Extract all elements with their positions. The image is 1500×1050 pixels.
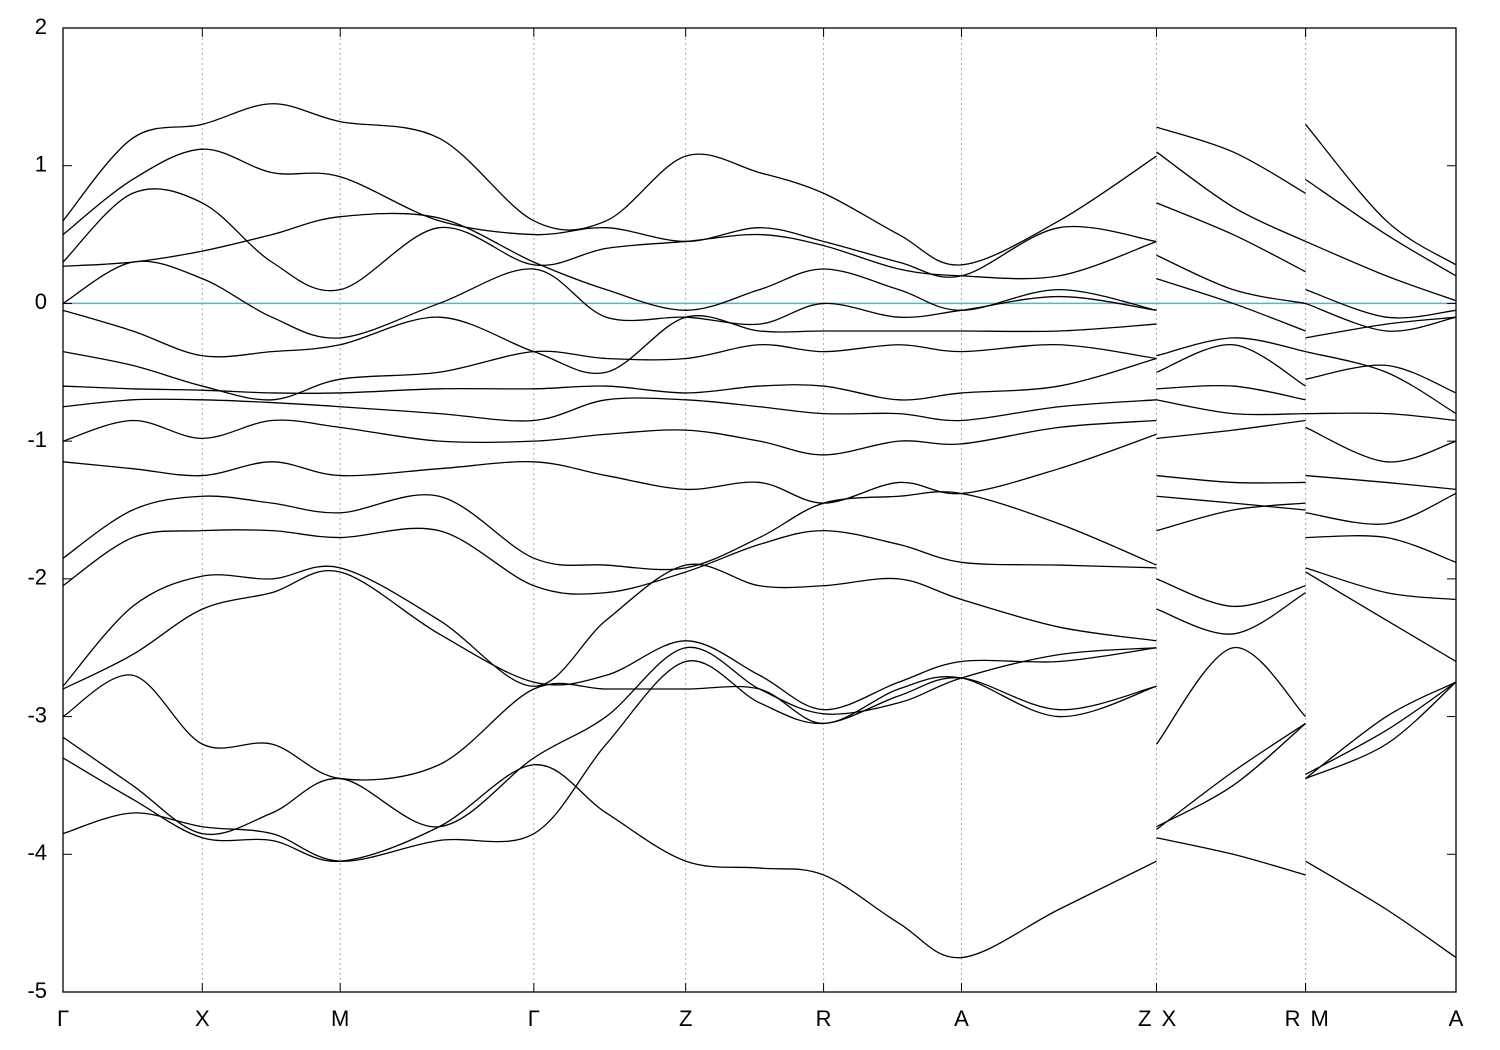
band-line: [1305, 316, 1456, 339]
band-line: [1305, 426, 1456, 463]
band-line: [1156, 502, 1306, 532]
x-tick-label: X: [1162, 1006, 1177, 1031]
band-line: [1305, 681, 1456, 780]
band-line: [63, 527, 1157, 595]
band-line: [63, 357, 1157, 401]
x-tick-label: Γ: [528, 1006, 540, 1031]
band-line: [63, 563, 1157, 687]
x-tick-label: M: [331, 1006, 349, 1031]
plot-frame: [62, 27, 1457, 993]
band-line: [63, 260, 1157, 339]
band-line: [1305, 289, 1456, 319]
y-tick-label: 0: [35, 289, 47, 314]
band-line: [63, 660, 1157, 862]
band-line: [63, 646, 1157, 836]
x-tick-label: A: [1449, 1006, 1464, 1031]
band-line: [63, 103, 1157, 266]
x-tick-label: A: [954, 1006, 969, 1031]
band-line: [1156, 722, 1306, 828]
band-line: [1156, 592, 1306, 635]
x-tick-label: Z: [1138, 1006, 1151, 1031]
band-line: [63, 491, 1157, 571]
band-line: [1305, 860, 1456, 959]
band-line: [1156, 278, 1306, 332]
x-tick-label: R: [816, 1006, 832, 1031]
band-line: [1305, 492, 1456, 525]
y-tick-label: -5: [27, 978, 47, 1003]
band-line: [1156, 337, 1306, 357]
band-line: [1156, 202, 1306, 273]
y-tick-label: -2: [27, 565, 47, 590]
y-tick-label: 2: [35, 14, 47, 39]
band-line: [63, 344, 1157, 401]
band-line: [1156, 151, 1306, 243]
band-line: [1305, 681, 1456, 775]
x-tick-label: X: [195, 1006, 210, 1031]
band-line: [1156, 722, 1306, 831]
x-tick-label: R: [1285, 1006, 1301, 1031]
x-tick-label: M: [1311, 1006, 1329, 1031]
band-line: [1156, 495, 1306, 511]
band-line: [1305, 350, 1456, 415]
band-line: [63, 757, 1157, 959]
band-line: [1305, 412, 1456, 422]
band-line: [1305, 535, 1456, 563]
band-line: [1305, 240, 1456, 302]
band-line: [1305, 681, 1456, 780]
x-tick-label: Z: [679, 1006, 692, 1031]
band-line: [1156, 647, 1307, 745]
band-line: [63, 148, 1157, 278]
y-tick-label: 1: [35, 152, 47, 177]
band-line: [1156, 126, 1306, 194]
band-line: [1305, 571, 1456, 663]
band-line: [1305, 178, 1456, 277]
band-line: [1305, 567, 1456, 601]
y-tick-label: -1: [27, 427, 47, 452]
band-line: [63, 188, 1157, 292]
x-tick-label: Γ: [57, 1006, 69, 1031]
band-line: [1156, 399, 1306, 416]
band-line: [1305, 302, 1456, 332]
band-line: [1156, 384, 1306, 401]
y-tick-label: -4: [27, 840, 47, 865]
band-line: [63, 309, 1157, 374]
band-line: [63, 419, 1157, 456]
band-line: [1156, 474, 1306, 484]
band-line: [1156, 837, 1306, 876]
band-line: [1156, 419, 1306, 440]
band-line: [63, 397, 1157, 422]
band-line: [1305, 364, 1456, 394]
band-line: [1156, 344, 1306, 387]
band-line: [63, 674, 1157, 781]
band-line: [63, 570, 1157, 711]
band-line: [1156, 254, 1306, 305]
y-tick-label: -3: [27, 702, 47, 727]
band-line: [1305, 474, 1456, 490]
band-line: [1156, 578, 1306, 608]
band-line: [1305, 123, 1456, 266]
band-line: [63, 433, 1157, 504]
